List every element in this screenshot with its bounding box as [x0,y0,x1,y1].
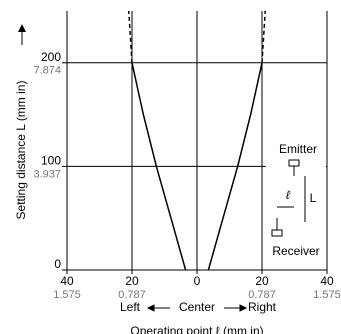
curve [131,62,187,271]
y-tick-label: 200 [41,50,61,64]
curve [261,10,266,63]
x-tick-label: 20 [125,274,139,288]
emitter-label: Emitter [279,142,317,156]
x-axis-title: Operating point ℓ (mm in) [130,324,263,334]
curve [128,10,133,63]
y-tick-label-in: 7.874 [33,65,61,77]
x-tick-label-in: 0.787 [248,289,276,301]
x-side-right: Right [248,300,277,314]
x-arrow-right [224,304,248,312]
y-tick-label-in: 3.937 [33,168,61,180]
x-tick-label-in: 0.787 [118,289,146,301]
x-tick-label-in: 1.575 [313,289,341,301]
x-tick-label: 40 [320,274,334,288]
curve [207,62,263,271]
x-side-left: Left [120,300,141,314]
y-tick-label: 100 [41,154,61,168]
y-axis-arrowhead [18,24,26,32]
y-tick-label: 0 [54,257,61,271]
l-label: ℓ [286,188,291,202]
L-label: L [310,191,317,205]
x-tick-label: 40 [60,274,74,288]
x-tick-label: 0 [194,274,201,288]
inset-diagram: Emitter ℓ L Receiver [266,140,326,262]
y-axis-title: Setting distance L (mm in) [14,81,28,220]
x-tick-label-in: 1.575 [53,289,81,301]
x-side-center: Center [179,300,215,314]
x-arrow-left [146,304,170,312]
receiver-label: Receiver [272,244,319,258]
x-tick-label: 20 [255,274,269,288]
